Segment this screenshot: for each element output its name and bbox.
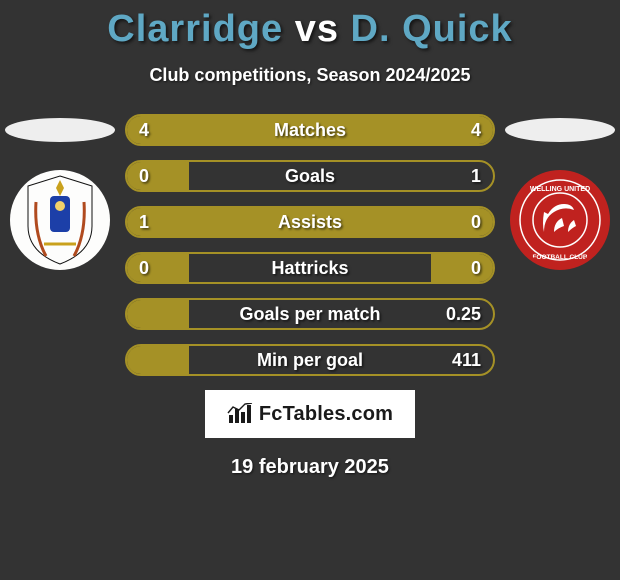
stat-fill-right	[310, 116, 493, 144]
stat-fill-left	[127, 116, 310, 144]
svg-text:FOOTBALL CLUB: FOOTBALL CLUB	[532, 254, 587, 261]
right-club-crest-icon: WELLING UNITED FOOTBALL CLUB	[514, 174, 606, 266]
stat-row: 44Matches	[125, 114, 495, 146]
comparison-content: WELLING UNITED FOOTBALL CLUB 44Matches 01…	[0, 114, 620, 376]
left-club-crest-icon	[20, 174, 100, 266]
stat-row: 00Hattricks	[125, 252, 495, 284]
stat-value-right: 1	[471, 162, 481, 190]
stat-row: 10Assists	[125, 206, 495, 238]
stat-row: 411Min per goal	[125, 344, 495, 376]
player-b-avatar-placeholder	[505, 118, 615, 142]
player-a-name: Clarridge	[107, 8, 283, 50]
stat-value-right: 0.25	[446, 300, 481, 328]
stat-fill-left	[127, 208, 493, 236]
player-a-avatar-placeholder	[5, 118, 115, 142]
stat-fill-right	[431, 254, 493, 282]
stat-row: 01Goals	[125, 160, 495, 192]
player-b-club-badge: WELLING UNITED FOOTBALL CLUB	[510, 170, 610, 270]
player-a-club-badge	[10, 170, 110, 270]
player-b-name: D. Quick	[351, 8, 513, 50]
stat-fill-left	[127, 346, 189, 374]
player-a-column	[0, 114, 120, 270]
stat-fill-left	[127, 300, 189, 328]
stat-fill-left	[127, 254, 189, 282]
stat-fill-left	[127, 162, 189, 190]
stat-value-right: 411	[452, 346, 481, 374]
stat-row: 0.25Goals per match	[125, 298, 495, 330]
subtitle: Club competitions, Season 2024/2025	[0, 65, 620, 86]
brand-box[interactable]: FcTables.com	[205, 390, 415, 438]
brand-chart-icon	[227, 403, 253, 425]
player-b-column: WELLING UNITED FOOTBALL CLUB	[500, 114, 620, 270]
date: 19 february 2025	[0, 456, 620, 479]
stats-list: 44Matches 01Goals 10Assists 00Hattricks 0.25…	[125, 114, 495, 376]
brand-text: FcTables.com	[259, 403, 393, 426]
vs-text: vs	[295, 8, 339, 50]
svg-text:WELLING UNITED: WELLING UNITED	[530, 186, 590, 193]
page-title: Clarridge vs D. Quick	[0, 0, 620, 51]
